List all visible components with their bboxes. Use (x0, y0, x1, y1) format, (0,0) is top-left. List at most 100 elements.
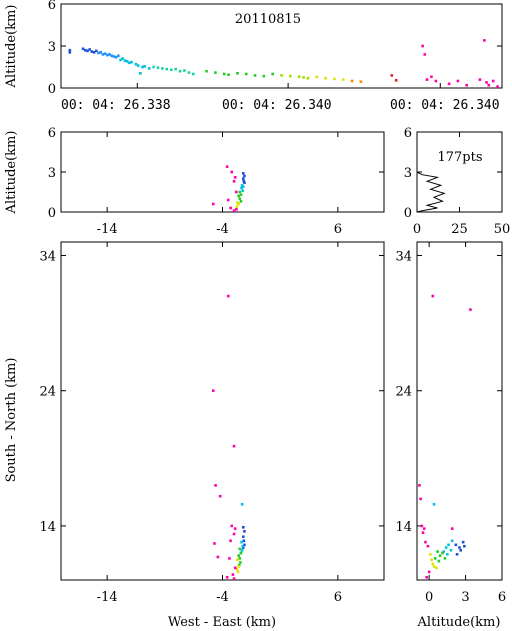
time-height-point (192, 72, 195, 76)
we-height-frame (60, 131, 385, 213)
we-height-point (241, 189, 244, 192)
plan-view-point (237, 554, 240, 557)
altitude-north-point (461, 540, 465, 544)
time-height-point (117, 54, 120, 58)
altitude-north-point (463, 544, 466, 548)
time-height-point (244, 72, 248, 76)
time-height-point (222, 72, 226, 76)
time-height-point (236, 72, 239, 75)
time-height-point (341, 78, 345, 81)
time-height-point (128, 61, 131, 65)
plan-view-point (243, 543, 246, 547)
altitude-north-point (433, 557, 437, 560)
time-height-point (447, 82, 451, 86)
we-height-point (238, 190, 242, 194)
time-height-ytick-label: 6 (48, 0, 56, 13)
histogram-ytick-label: 6 (404, 126, 412, 141)
time-height-point (68, 51, 72, 54)
plan-view-point (241, 544, 244, 548)
we-height-xtick-label: 6 (334, 222, 342, 237)
we-height-ylabel: Altitude(km) (4, 131, 19, 215)
altitude-north-point (432, 502, 436, 506)
plan-view-point (211, 389, 215, 393)
plan-view-point (241, 525, 245, 529)
we-height-ytick-label: 3 (48, 166, 56, 181)
histogram-xtick-label: 0 (413, 222, 421, 237)
plan-view-point (238, 557, 242, 560)
time-height-point (147, 67, 151, 70)
we-height-point (238, 197, 242, 200)
altitude-north-point (431, 294, 435, 298)
time-height-point (491, 79, 495, 83)
time-height-point (423, 53, 427, 56)
altitude-north-frame (416, 241, 503, 581)
altitude-north-point (459, 548, 463, 552)
we-height-point (243, 181, 246, 184)
time-height-point (289, 74, 292, 78)
time-height-point (92, 51, 96, 54)
we-height-ytick-label: 0 (48, 206, 56, 221)
time-height-point (333, 77, 336, 81)
time-height-point (119, 58, 122, 62)
time-height-point (94, 49, 98, 53)
altitude-north-point (449, 548, 453, 552)
time-height-xtick-label: 00: 04: 26.340 (222, 98, 332, 113)
we-height-point (235, 208, 238, 211)
time-height-point (143, 65, 147, 68)
time-height-ytick-label: 3 (48, 40, 56, 55)
time-height-point (483, 39, 486, 42)
we-height-point (229, 206, 232, 210)
time-height-point (156, 66, 160, 69)
we-height-point (241, 177, 245, 180)
we-height-point (226, 198, 230, 202)
altitude-north-point (443, 557, 447, 560)
time-height-point (99, 51, 102, 54)
we-height-point (211, 202, 215, 206)
plan-view-point (241, 546, 245, 549)
plan-view-point (236, 570, 240, 574)
we-height-xtick-label: -14 (97, 222, 118, 237)
plan-view-point (237, 563, 241, 567)
altitude-north-point (455, 553, 459, 556)
time-height-point (425, 78, 429, 81)
time-height-point (485, 81, 488, 84)
histogram-frame (416, 131, 503, 213)
altitude-north-point (429, 553, 432, 556)
time-height-point (227, 73, 230, 76)
we-height-point (230, 170, 234, 174)
plan-view-point (232, 444, 236, 448)
altitude-north-point (444, 546, 448, 549)
plan-view-point (226, 294, 230, 298)
we-height-point (232, 209, 236, 212)
altitude-north-point (426, 544, 430, 548)
altitude-north-xtick-label: 6 (498, 590, 506, 605)
plan-view-point (216, 555, 220, 559)
plan-view-point (233, 527, 237, 530)
plan-view-point (240, 540, 243, 544)
plan-view-point (241, 535, 245, 539)
time-height-point (456, 79, 460, 83)
histogram-xtick-label: 25 (451, 222, 468, 237)
time-height-point (169, 68, 173, 72)
we-height-point (242, 180, 246, 183)
plan-view-xtick-label: 6 (334, 590, 342, 605)
time-height-point (108, 53, 111, 56)
altitude-north-point (424, 540, 427, 544)
time-height-point (359, 80, 363, 83)
time-height-point (324, 76, 327, 80)
time-height-point (280, 74, 283, 77)
time-height-point (297, 75, 301, 79)
time-height-point (130, 60, 133, 64)
we-height-point (236, 201, 239, 204)
we-height-point (233, 176, 237, 179)
altitude-north-point (419, 497, 422, 501)
time-height-point (478, 78, 482, 81)
altitude-north-ytick-label: 34 (395, 250, 412, 265)
plan-view-point (233, 566, 237, 570)
plan-view-xtick-label: -14 (97, 590, 118, 605)
time-height-point (434, 79, 438, 83)
time-height-point (83, 48, 87, 52)
time-height-point (68, 48, 72, 52)
time-height-point (139, 72, 142, 75)
